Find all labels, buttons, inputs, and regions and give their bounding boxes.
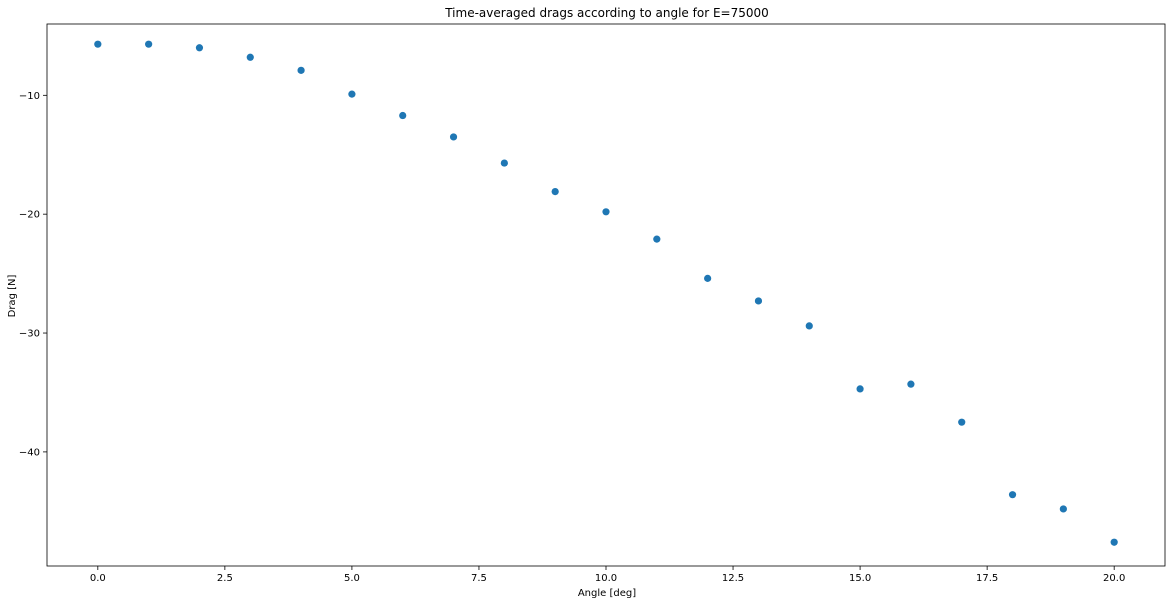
data-point [754, 297, 763, 305]
data-point [856, 385, 864, 393]
data-point [94, 40, 102, 48]
x-tick-label: 15.0 [849, 573, 871, 584]
data-point [246, 53, 254, 61]
chart-title: Time-averaged drags according to angle f… [444, 6, 769, 20]
y-tick-label: −10 [19, 91, 40, 102]
data-point [145, 40, 153, 48]
y-tick-label: −20 [19, 210, 40, 221]
y-tick-label: −30 [19, 329, 40, 340]
x-tick-label: 2.5 [217, 573, 233, 584]
data-point [602, 208, 610, 216]
data-point [1110, 538, 1118, 546]
plot-area: 0.0 2.5 5.0 7.5 10.0 12.5 15.0 17.5 20.0 −10 −20 −3… [19, 23, 1166, 584]
x-tick-label: 20.0 [1103, 573, 1125, 584]
x-tick-label: 7.5 [471, 573, 487, 584]
x-tick-label: 17.5 [976, 573, 998, 584]
y-axis-label: Drag [N] [7, 275, 18, 318]
x-tick-label: 5.0 [344, 573, 360, 584]
data-point [1059, 505, 1067, 513]
data-point [449, 133, 458, 141]
x-tick-label: 0.0 [90, 573, 106, 584]
data-point [907, 380, 915, 388]
x-axis-label: Angle [deg] [578, 588, 636, 599]
data-point [399, 111, 407, 120]
data-point [297, 66, 305, 74]
axes-frame [46, 23, 1166, 567]
data-point [805, 322, 813, 330]
data-point [348, 90, 356, 98]
data-point [195, 44, 204, 52]
data-point [653, 235, 661, 243]
data-point [704, 274, 712, 282]
data-point [500, 159, 508, 167]
data-point [1008, 491, 1017, 499]
x-tick-label: 12.5 [722, 573, 744, 584]
data-point [551, 187, 559, 196]
y-tick-label: −40 [19, 447, 40, 458]
data-point [958, 418, 966, 426]
x-tick-label: 10.0 [595, 573, 617, 584]
